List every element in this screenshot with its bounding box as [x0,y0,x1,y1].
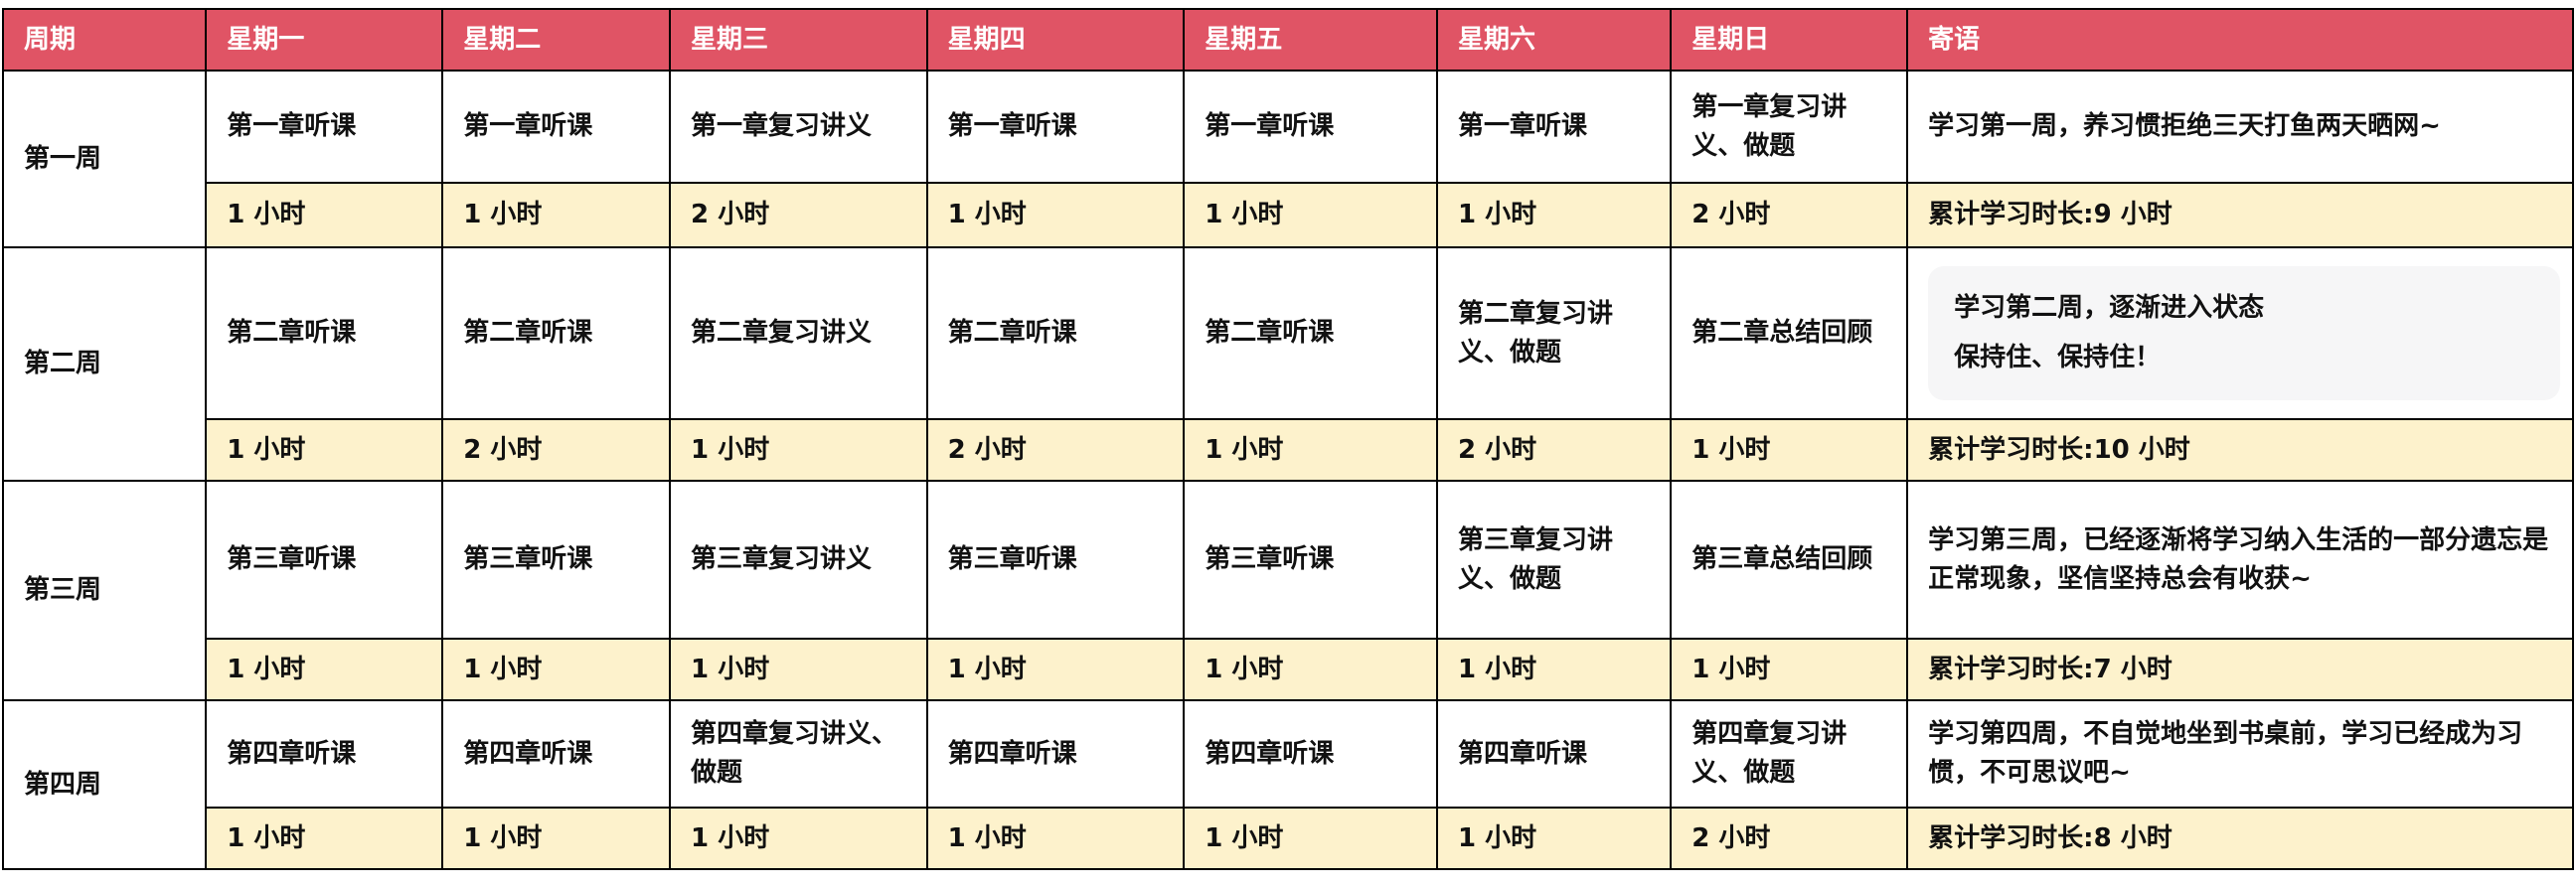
week-label: 第二周 [1,246,208,482]
task-cell: 第四章听课 [441,699,672,809]
week-2-hours-row: 1 小时 2 小时 1 小时 2 小时 1 小时 2 小时 1 小时 累计学习时… [3,418,2574,482]
week-label: 第一周 [1,70,208,248]
task-cell: 第一章听课 [1183,70,1438,184]
task-cell: 第一章听课 [205,70,444,184]
hours-cell: 1 小时 [1183,182,1438,248]
task-cell: 第三章听课 [1183,480,1438,640]
task-cell: 第四章听课 [1435,699,1673,809]
hours-cell: 1 小时 [205,182,444,248]
column-header-sunday: 星期日 [1670,8,1909,72]
week-3-task-row: 第三周 第三章听课 第三章听课 第三章复习讲义 第三章听课 第三章听课 第三章复… [1,480,2574,701]
message-box: 学习第二周，逐渐进入状态 保持住、保持住！ [1928,266,2560,400]
hours-cell: 1 小时 [1183,807,1438,870]
task-cell: 第四章复习讲义、做题 [669,699,928,809]
task-cell: 第四章听课 [925,699,1186,809]
hours-cell: 1 小时 [1435,182,1673,248]
task-cell: 第四章复习讲义、做题 [1670,699,1909,809]
task-cell: 第一章听课 [441,70,672,184]
task-cell: 第二章总结回顾 [1670,246,1909,420]
task-cell: 第一章听课 [925,70,1186,184]
task-cell: 第三章听课 [441,480,672,640]
column-header-friday: 星期五 [1183,8,1438,72]
hours-cell: 1 小时 [1183,638,1438,701]
hours-cell: 1 小时 [669,418,928,482]
hours-cell: 1 小时 [441,638,672,701]
task-cell: 第二章复习讲义 [669,246,928,420]
task-cell: 第三章听课 [205,480,444,640]
hours-cell: 1 小时 [669,638,928,701]
column-header-saturday: 星期六 [1435,8,1673,72]
message-cell: 学习第三周，已经逐渐将学习纳入生活的一部分遗忘是正常现象，坚信坚持总会有收获~ [1906,480,2574,640]
hours-cell: 1 小时 [1670,638,1909,701]
week-3-hours-row: 1 小时 1 小时 1 小时 1 小时 1 小时 1 小时 1 小时 累计学习时… [3,638,2574,701]
message-cell: 学习第二周，逐渐进入状态 保持住、保持住！ [1906,246,2574,420]
hours-cell: 2 小时 [669,182,928,248]
hours-cell: 1 小时 [925,638,1186,701]
task-cell: 第二章听课 [1183,246,1438,420]
task-cell: 第四章听课 [205,699,444,809]
hours-cell: 1 小时 [205,807,444,870]
hours-cell: 1 小时 [1670,418,1909,482]
task-cell: 第一章复习讲义 [669,70,928,184]
hours-cell: 2 小时 [1670,182,1909,248]
week-4-hours-row: 1 小时 1 小时 1 小时 1 小时 1 小时 1 小时 2 小时 累计学习时… [3,807,2574,870]
hours-cell: 2 小时 [441,418,672,482]
task-cell: 第一章听课 [1435,70,1673,184]
total-hours-cell: 累计学习时长:7 小时 [1906,638,2574,701]
week-2-task-row: 第二周 第二章听课 第二章听课 第二章复习讲义 第二章听课 第二章听课 第二章复… [1,246,2574,482]
week-4-task-row: 第四周 第四章听课 第四章听课 第四章复习讲义、做题 第四章听课 第四章听课 第… [1,699,2574,870]
column-header-thursday: 星期四 [925,8,1186,72]
hours-cell: 1 小时 [1435,807,1673,870]
column-header-tuesday: 星期二 [441,8,672,72]
hours-cell: 2 小时 [1435,418,1673,482]
hours-cell: 1 小时 [205,638,444,701]
message-cell: 学习第四周，不自觉地坐到书桌前，学习已经成为习惯，不可思议吧~ [1906,699,2574,809]
total-hours-cell: 累计学习时长:8 小时 [1906,807,2574,870]
week-label: 第四周 [1,699,208,870]
header-row: 周期 星期一 星期二 星期三 星期四 星期五 星期六 星期日 寄语 [1,8,2574,72]
task-cell: 第三章总结回顾 [1670,480,1909,640]
column-header-message: 寄语 [1906,8,2574,72]
hours-cell: 1 小时 [1183,418,1438,482]
message-cell: 学习第一周，养习惯拒绝三天打鱼两天晒网~ [1906,70,2574,184]
hours-cell: 1 小时 [925,182,1186,248]
hours-cell: 1 小时 [205,418,444,482]
task-cell: 第二章听课 [925,246,1186,420]
week-label: 第三周 [1,480,208,701]
week-1-task-row: 第一周 第一章听课 第一章听课 第一章复习讲义 第一章听课 第一章听课 第一章听… [1,70,2574,248]
task-cell: 第三章复习讲义、做题 [1435,480,1673,640]
total-hours-cell: 累计学习时长:10 小时 [1906,418,2574,482]
task-cell: 第三章复习讲义 [669,480,928,640]
total-hours-cell: 累计学习时长:9 小时 [1906,182,2574,248]
study-schedule-table: 周期 星期一 星期二 星期三 星期四 星期五 星期六 星期日 寄语 第一周 第一… [1,8,2574,870]
hours-cell: 2 小时 [925,418,1186,482]
task-cell: 第三章听课 [925,480,1186,640]
task-cell: 第二章复习讲义、做题 [1435,246,1673,420]
task-cell: 第四章听课 [1183,699,1438,809]
hours-cell: 2 小时 [1670,807,1909,870]
hours-cell: 1 小时 [669,807,928,870]
task-cell: 第一章复习讲义、做题 [1670,70,1909,184]
hours-cell: 1 小时 [441,807,672,870]
hours-cell: 1 小时 [441,182,672,248]
task-cell: 第二章听课 [441,246,672,420]
column-header-monday: 星期一 [205,8,444,72]
column-header-wednesday: 星期三 [669,8,928,72]
task-cell: 第二章听课 [205,246,444,420]
week-1-hours-row: 1 小时 1 小时 2 小时 1 小时 1 小时 1 小时 2 小时 累计学习时… [3,182,2574,248]
hours-cell: 1 小时 [1435,638,1673,701]
hours-cell: 1 小时 [925,807,1186,870]
column-header-period: 周期 [1,8,208,72]
